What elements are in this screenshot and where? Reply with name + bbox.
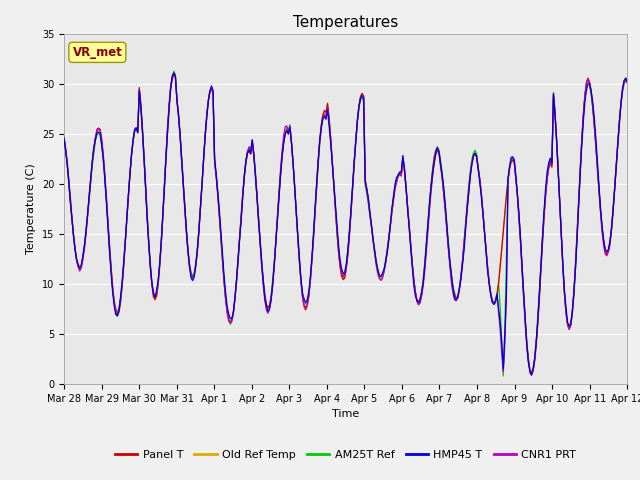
Y-axis label: Temperature (C): Temperature (C) [26, 163, 36, 254]
Text: VR_met: VR_met [72, 46, 122, 59]
Legend: Panel T, Old Ref Temp, AM25T Ref, HMP45 T, CNR1 PRT: Panel T, Old Ref Temp, AM25T Ref, HMP45 … [111, 445, 580, 465]
Title: Temperatures: Temperatures [293, 15, 398, 30]
X-axis label: Time: Time [332, 409, 359, 419]
